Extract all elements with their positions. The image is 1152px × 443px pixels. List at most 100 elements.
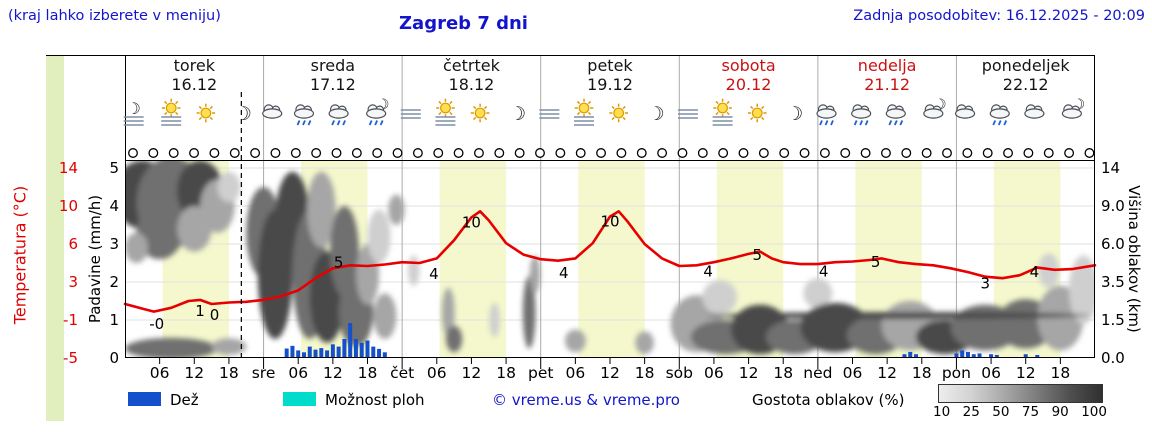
- weather-icon-fog: [400, 109, 421, 119]
- weather-icon-sun: [747, 103, 767, 123]
- weather-icon-sun: [470, 103, 490, 123]
- weather-icon-cloud: [262, 104, 283, 119]
- chart-frame: [46, 55, 1095, 358]
- svg-text:-1: -1: [63, 311, 78, 329]
- weather-icon-cloud-rain: [851, 104, 872, 126]
- svg-text:☽: ☽: [126, 99, 140, 118]
- svg-text:12: 12: [462, 364, 482, 382]
- svg-text:18: 18: [635, 364, 655, 382]
- svg-text:pon: pon: [942, 364, 971, 382]
- left-accent-strip: [46, 55, 64, 421]
- svg-text:06: 06: [427, 364, 447, 382]
- weather-icon-moon-fog: ☽: [123, 99, 144, 126]
- svg-text:06: 06: [843, 364, 863, 382]
- svg-text:-0: -0: [149, 315, 164, 333]
- svg-text:ponedeljek: ponedeljek: [982, 56, 1071, 75]
- svg-text:20.12: 20.12: [726, 75, 772, 94]
- svg-text:☽: ☽: [235, 103, 252, 125]
- svg-text:18: 18: [912, 364, 932, 382]
- svg-text:3.5: 3.5: [1101, 273, 1125, 291]
- weather-icon-cloud-moon: ☽: [923, 97, 947, 119]
- svg-text:3: 3: [109, 235, 119, 253]
- rain-legend-label: Dež: [170, 391, 199, 409]
- svg-text:6.0: 6.0: [1101, 235, 1125, 253]
- rain-bars: [284, 323, 1040, 358]
- svg-text:06: 06: [704, 364, 724, 382]
- svg-text:četrtek: četrtek: [443, 56, 501, 75]
- weather-icon-cloud: [1024, 104, 1045, 119]
- weather-icon-cloud-moon-rain: ☽: [366, 97, 389, 126]
- svg-text:4: 4: [109, 197, 119, 215]
- svg-text:3: 3: [981, 275, 991, 293]
- svg-text:4: 4: [1030, 263, 1040, 281]
- svg-text:12: 12: [600, 364, 620, 382]
- svg-text:12: 12: [877, 364, 897, 382]
- marker-circle-row: [128, 148, 1095, 158]
- svg-text:sobota: sobota: [721, 56, 775, 75]
- svg-text:4: 4: [819, 263, 829, 281]
- svg-text:0.0: 0.0: [1101, 349, 1125, 367]
- svg-text:06: 06: [288, 364, 308, 382]
- svg-text:☽: ☽: [509, 103, 526, 125]
- weather-icon-moon: ☽: [786, 103, 803, 125]
- weather-icon-cloud-rain: [293, 104, 315, 126]
- svg-text:sob: sob: [666, 364, 693, 382]
- svg-text:ned: ned: [803, 364, 832, 382]
- svg-text:12: 12: [1016, 364, 1036, 382]
- svg-text:14: 14: [59, 159, 78, 177]
- svg-text:10: 10: [600, 213, 619, 231]
- svg-text:-5: -5: [63, 349, 78, 367]
- page-title: Zagreb 7 dni: [399, 13, 528, 34]
- svg-text:čet: čet: [390, 364, 414, 382]
- weather-icon-cloud-rain: [328, 104, 349, 126]
- svg-text:1: 1: [195, 302, 205, 320]
- cloud-cover-blobs: [125, 160, 1095, 358]
- weather-icon-cloud-rain: [816, 104, 837, 126]
- weather-icon-fog: [677, 109, 698, 119]
- svg-text:16.12: 16.12: [171, 75, 217, 94]
- svg-text:4: 4: [703, 262, 713, 280]
- svg-text:14: 14: [1101, 159, 1120, 177]
- svg-text:12: 12: [739, 364, 759, 382]
- weather-icon-cloud-moon: ☽: [1061, 97, 1085, 119]
- svg-text:nedelja: nedelja: [858, 56, 917, 75]
- location-menu-hint: (kraj lahko izberete v meniju): [8, 8, 221, 24]
- svg-text:5: 5: [871, 253, 881, 271]
- density-value: 25: [962, 404, 980, 420]
- svg-text:petek: petek: [587, 56, 633, 75]
- weather-icon-sun-fog: [435, 98, 456, 126]
- weather-icon-sun-fog: [161, 98, 182, 126]
- weather-icon-moon: ☽: [509, 103, 526, 125]
- svg-text:06: 06: [565, 364, 585, 382]
- svg-text:5: 5: [334, 253, 344, 271]
- svg-text:☽: ☽: [786, 103, 803, 125]
- weather-icon-cloud: [954, 104, 976, 119]
- weather-icon-fog: [539, 109, 560, 119]
- svg-text:10: 10: [462, 213, 481, 231]
- svg-text:☽: ☽: [648, 103, 665, 125]
- last-update-timestamp: Zadnja posodobitev: 16.12.2025 - 20:09: [853, 8, 1145, 24]
- weather-icon-cloud-rain: [885, 104, 906, 126]
- cloud-density-label: Gostota oblakov (%): [752, 391, 905, 409]
- density-value: 100: [1081, 404, 1107, 420]
- svg-text:18: 18: [773, 364, 793, 382]
- weather-icon-moon: ☽: [648, 103, 665, 125]
- svg-text:18.12: 18.12: [449, 75, 495, 94]
- svg-text:4: 4: [559, 264, 569, 282]
- weather-icon-sun: [609, 103, 628, 123]
- weather-icon-cloud-rain: [989, 104, 1010, 126]
- density-value: 50: [992, 404, 1010, 420]
- svg-text:0: 0: [109, 349, 119, 367]
- svg-text:pet: pet: [528, 364, 553, 382]
- copyright-link[interactable]: © vreme.us & vreme.pro: [492, 391, 680, 409]
- svg-text:18: 18: [1050, 364, 1070, 382]
